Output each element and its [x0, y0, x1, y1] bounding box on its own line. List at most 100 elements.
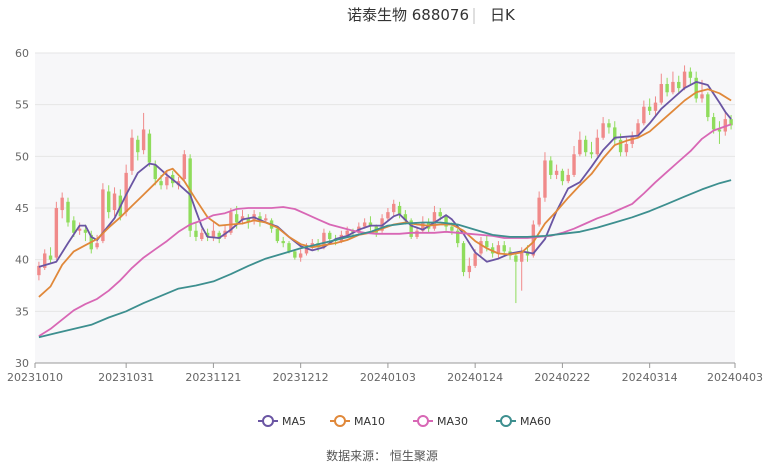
candle-body	[124, 172, 128, 213]
candle-body	[589, 152, 594, 155]
candle-body	[217, 232, 221, 239]
candle	[194, 222, 198, 242]
candle-body	[694, 77, 698, 99]
y-tick-label-50: 50	[15, 150, 29, 163]
candle-body	[345, 230, 349, 235]
legend-marker	[334, 415, 346, 427]
candle	[613, 121, 617, 144]
candle-body	[647, 106, 652, 111]
candle-body	[153, 164, 157, 180]
candle	[298, 249, 303, 262]
candle-body	[607, 123, 611, 128]
candle	[583, 135, 588, 157]
x-tick-label-20231031: 20231031	[98, 371, 154, 384]
legend-label: MA10	[354, 415, 385, 428]
candle-body	[264, 218, 268, 221]
candle-body	[66, 201, 70, 223]
candle-body	[165, 177, 169, 186]
ma-line-ma60	[38, 179, 732, 339]
candle	[77, 222, 82, 235]
candle-body	[159, 181, 163, 186]
candle	[642, 100, 646, 126]
candle-body	[456, 230, 460, 244]
period-label: 日K	[490, 6, 516, 24]
legend-item-ma10[interactable]: MA10	[330, 415, 385, 428]
candle	[397, 201, 402, 219]
candle-body	[636, 123, 640, 136]
legend-label: MA30	[437, 415, 468, 428]
candle	[456, 228, 460, 248]
candle	[386, 208, 390, 221]
candle-body	[444, 216, 448, 227]
candle	[723, 112, 727, 136]
candle-body	[583, 139, 588, 153]
y-tick-label-55: 55	[15, 99, 29, 112]
y-tick-label-30: 30	[15, 357, 29, 370]
legend[interactable]: MA5 MA10 MA30 MA60	[258, 415, 551, 428]
candle-body	[298, 253, 303, 258]
candle-body	[328, 232, 332, 239]
candle	[368, 216, 373, 231]
candle-body	[525, 251, 530, 256]
candle-body	[409, 220, 413, 237]
candle	[37, 261, 41, 281]
candle-body	[723, 119, 727, 132]
candle-body	[368, 222, 373, 227]
x-tick-label-20240222: 20240222	[534, 371, 590, 384]
legend-item-ma60[interactable]: MA60	[496, 415, 551, 428]
candle-body	[304, 247, 309, 254]
candle-body	[351, 230, 355, 233]
candle-body	[130, 137, 134, 171]
candle	[264, 214, 268, 223]
candle-body	[677, 81, 681, 89]
candle-body	[502, 245, 506, 252]
candlestick-series	[37, 65, 733, 304]
candle-body	[194, 230, 198, 237]
candle-body	[112, 193, 117, 211]
candle-body	[479, 241, 483, 254]
legend-item-ma5[interactable]: MA5	[258, 415, 306, 428]
candle	[107, 185, 111, 219]
candle	[205, 228, 210, 242]
candle	[554, 164, 559, 180]
candle-body	[229, 212, 233, 233]
candle-body	[281, 241, 285, 244]
candle-body	[566, 174, 570, 182]
candle-body	[659, 84, 663, 103]
candle	[589, 141, 594, 159]
candle-body	[322, 232, 326, 248]
candle	[479, 236, 483, 256]
candle-body	[601, 123, 605, 138]
candle-body	[54, 208, 59, 258]
candle-body	[240, 216, 245, 221]
candle	[182, 150, 187, 182]
candle	[496, 241, 501, 258]
candle-body	[543, 160, 547, 198]
candle	[578, 131, 582, 157]
candle	[688, 67, 693, 84]
legend-item-ma30[interactable]: MA30	[413, 415, 468, 428]
candle-body	[386, 212, 390, 219]
candle-body	[415, 230, 419, 237]
candle	[54, 201, 59, 260]
legend-marker	[262, 415, 274, 427]
ma-line-ma10	[38, 88, 732, 298]
candle-body	[211, 230, 216, 237]
chart-title: 诺泰生物 688076	[347, 6, 469, 24]
candle-body	[287, 243, 291, 252]
candle-body	[60, 197, 64, 211]
candle	[60, 192, 64, 219]
x-axis: 20231010 20231031 20231121 20231212 20240103…	[7, 362, 763, 384]
candle-body	[671, 81, 675, 93]
candle	[595, 129, 600, 157]
candle-body	[275, 228, 280, 242]
candle	[671, 71, 675, 95]
candle-body	[438, 212, 442, 217]
candle-body	[485, 241, 489, 248]
x-tick-label-20240314: 20240314	[622, 371, 678, 384]
candle	[95, 234, 99, 250]
candle	[141, 112, 146, 155]
candle	[467, 257, 472, 279]
candle-body	[461, 243, 466, 273]
